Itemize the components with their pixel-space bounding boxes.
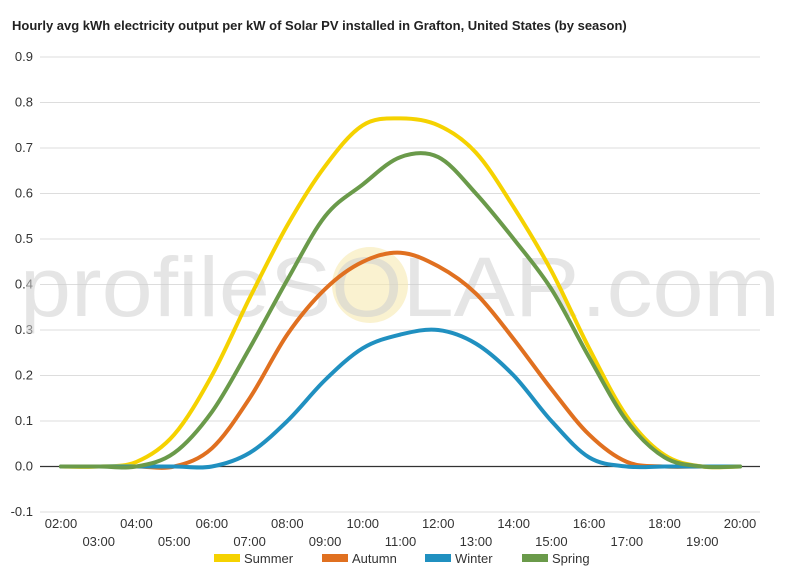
x-tick-label: 14:00 xyxy=(497,516,530,531)
legend-label-spring: Spring xyxy=(552,551,590,566)
legend-label-autumn: Autumn xyxy=(352,551,397,566)
x-tick-label: 11:00 xyxy=(385,534,417,549)
y-tick-label: 0.5 xyxy=(15,231,33,246)
x-tick-label: 09:00 xyxy=(309,534,342,549)
legend-swatch-winter xyxy=(425,554,451,562)
y-tick-label: 0.0 xyxy=(15,459,33,474)
x-tick-label: 05:00 xyxy=(158,534,191,549)
y-tick-label: 0.3 xyxy=(15,322,33,337)
x-tick-label: 20:00 xyxy=(724,516,757,531)
y-tick-label: 0.1 xyxy=(15,413,33,428)
x-tick-label: 13:00 xyxy=(460,534,493,549)
x-tick-label: 16:00 xyxy=(573,516,606,531)
legend-label-summer: Summer xyxy=(244,551,294,566)
y-tick-label: 0.4 xyxy=(15,277,33,292)
y-tick-label: 0.6 xyxy=(15,186,33,201)
x-tick-label: 12:00 xyxy=(422,516,455,531)
y-tick-label: 0.2 xyxy=(15,368,33,383)
legend-swatch-summer xyxy=(214,554,240,562)
series-line-winter xyxy=(59,327,742,470)
x-tick-label: 17:00 xyxy=(611,534,644,549)
watermark-text: profileSOLAR.com xyxy=(20,240,780,334)
chart-title: Hourly avg kWh electricity output per kW… xyxy=(12,18,627,33)
legend-swatch-spring xyxy=(522,554,548,562)
x-tick-label: 15:00 xyxy=(535,534,568,549)
y-tick-label: 0.7 xyxy=(15,140,33,155)
x-tick-label: 10:00 xyxy=(347,516,380,531)
x-tick-label: 03:00 xyxy=(82,534,115,549)
legend-swatch-autumn xyxy=(322,554,348,562)
legend-label-winter: Winter xyxy=(455,551,493,566)
series-line-spring xyxy=(59,151,742,470)
x-tick-label: 07:00 xyxy=(233,534,266,549)
y-tick-label: 0.9 xyxy=(15,49,33,64)
y-tick-label: 0.8 xyxy=(15,95,33,110)
x-tick-label: 06:00 xyxy=(196,516,229,531)
series-line-summer xyxy=(59,116,742,470)
x-tick-label: 19:00 xyxy=(686,534,719,549)
x-tick-label: 04:00 xyxy=(120,516,153,531)
y-tick-label: -0.1 xyxy=(11,504,33,519)
x-tick-label: 08:00 xyxy=(271,516,304,531)
x-tick-label: 18:00 xyxy=(648,516,681,531)
x-tick-label: 02:00 xyxy=(45,516,78,531)
